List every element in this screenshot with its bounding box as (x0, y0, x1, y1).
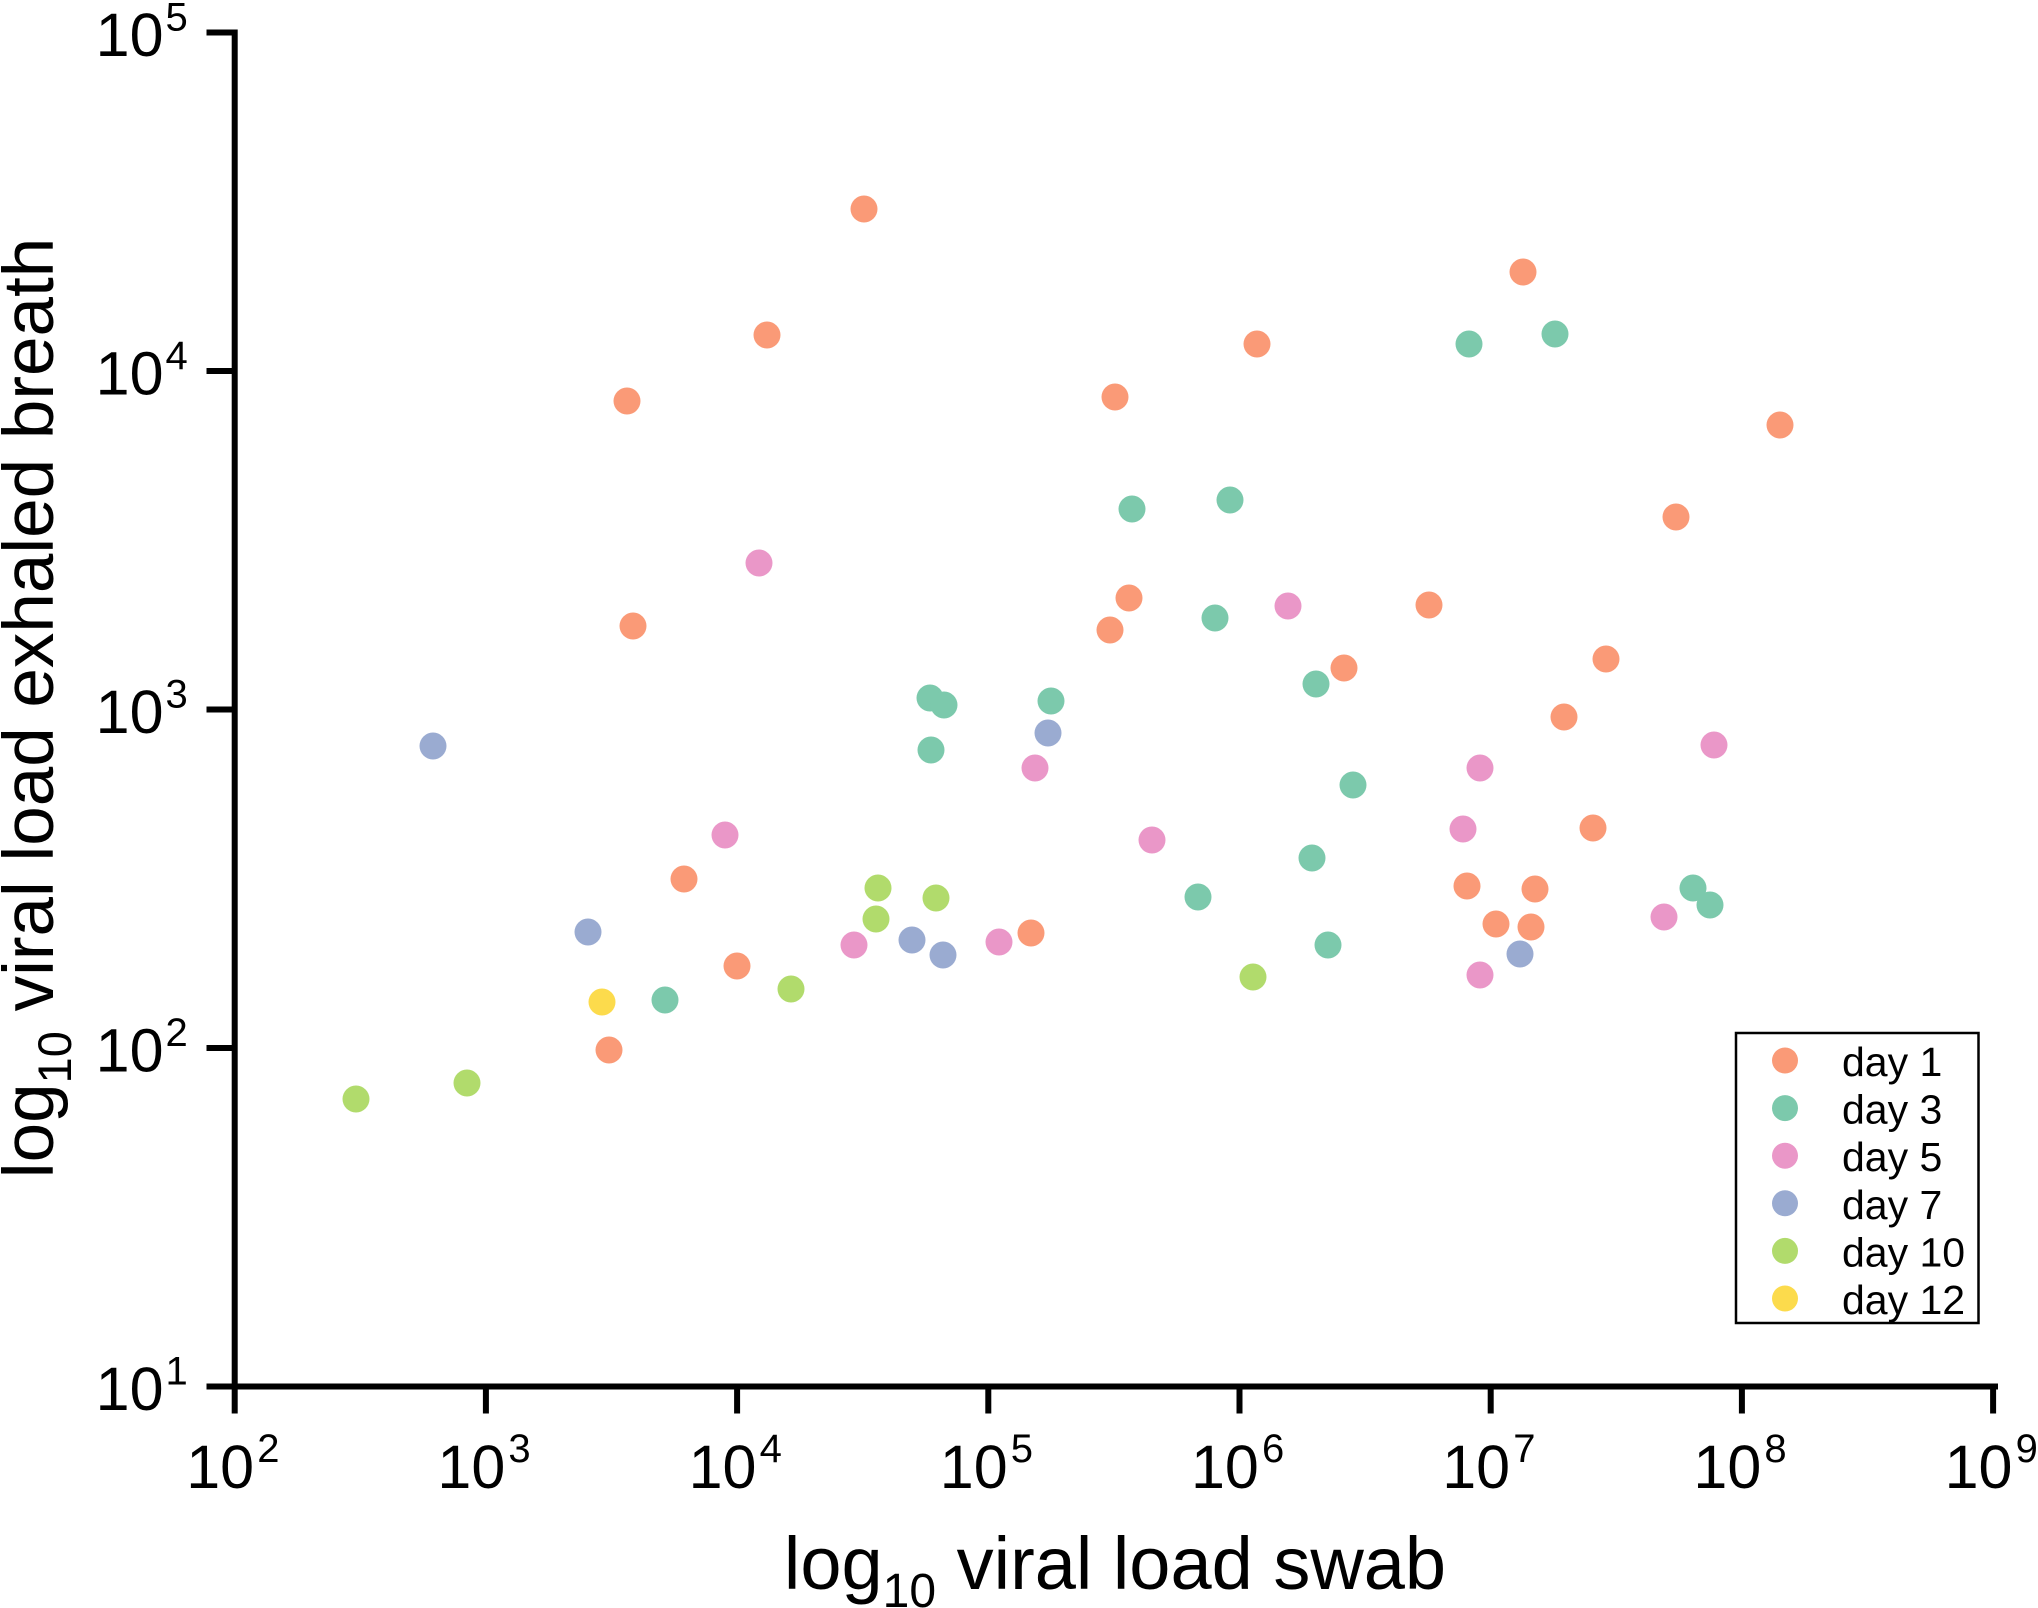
svg-text:7: 7 (1513, 1427, 1535, 1471)
svg-text:2: 2 (166, 1011, 188, 1055)
svg-text:10: 10 (96, 1355, 164, 1423)
svg-text:10: 10 (186, 1433, 254, 1501)
svg-text:4: 4 (166, 334, 188, 378)
svg-text:1: 1 (166, 1350, 188, 1394)
svg-text:day 1: day 1 (1842, 1039, 1942, 1085)
svg-text:10: 10 (1191, 1433, 1259, 1501)
svg-text:10: 10 (940, 1433, 1008, 1501)
svg-text:9: 9 (2016, 1427, 2038, 1471)
svg-text:day 12: day 12 (1842, 1277, 1965, 1323)
svg-text:3: 3 (508, 1427, 530, 1471)
svg-text:day 5: day 5 (1842, 1134, 1942, 1180)
svg-text:10: 10 (96, 1017, 164, 1085)
svg-text:3: 3 (166, 673, 188, 717)
svg-text:5: 5 (166, 0, 188, 40)
svg-text:4: 4 (760, 1427, 782, 1471)
svg-text:log10 viral load exhaled breat: log10 viral load exhaled breath (0, 238, 81, 1178)
svg-text:5: 5 (1011, 1427, 1033, 1471)
svg-text:day 10: day 10 (1842, 1229, 1965, 1275)
svg-text:day 7: day 7 (1842, 1182, 1942, 1228)
svg-text:10: 10 (1442, 1433, 1510, 1501)
svg-text:10: 10 (1693, 1433, 1761, 1501)
svg-text:10: 10 (689, 1433, 757, 1501)
svg-text:day 3: day 3 (1842, 1087, 1942, 1133)
svg-text:10: 10 (96, 1, 164, 69)
svg-text:6: 6 (1262, 1427, 1284, 1471)
svg-text:10: 10 (96, 340, 164, 408)
svg-text:2: 2 (257, 1427, 279, 1471)
svg-text:10: 10 (437, 1433, 505, 1501)
svg-text:10: 10 (1945, 1433, 2013, 1501)
svg-text:8: 8 (1764, 1427, 1786, 1471)
svg-text:10: 10 (96, 678, 164, 746)
